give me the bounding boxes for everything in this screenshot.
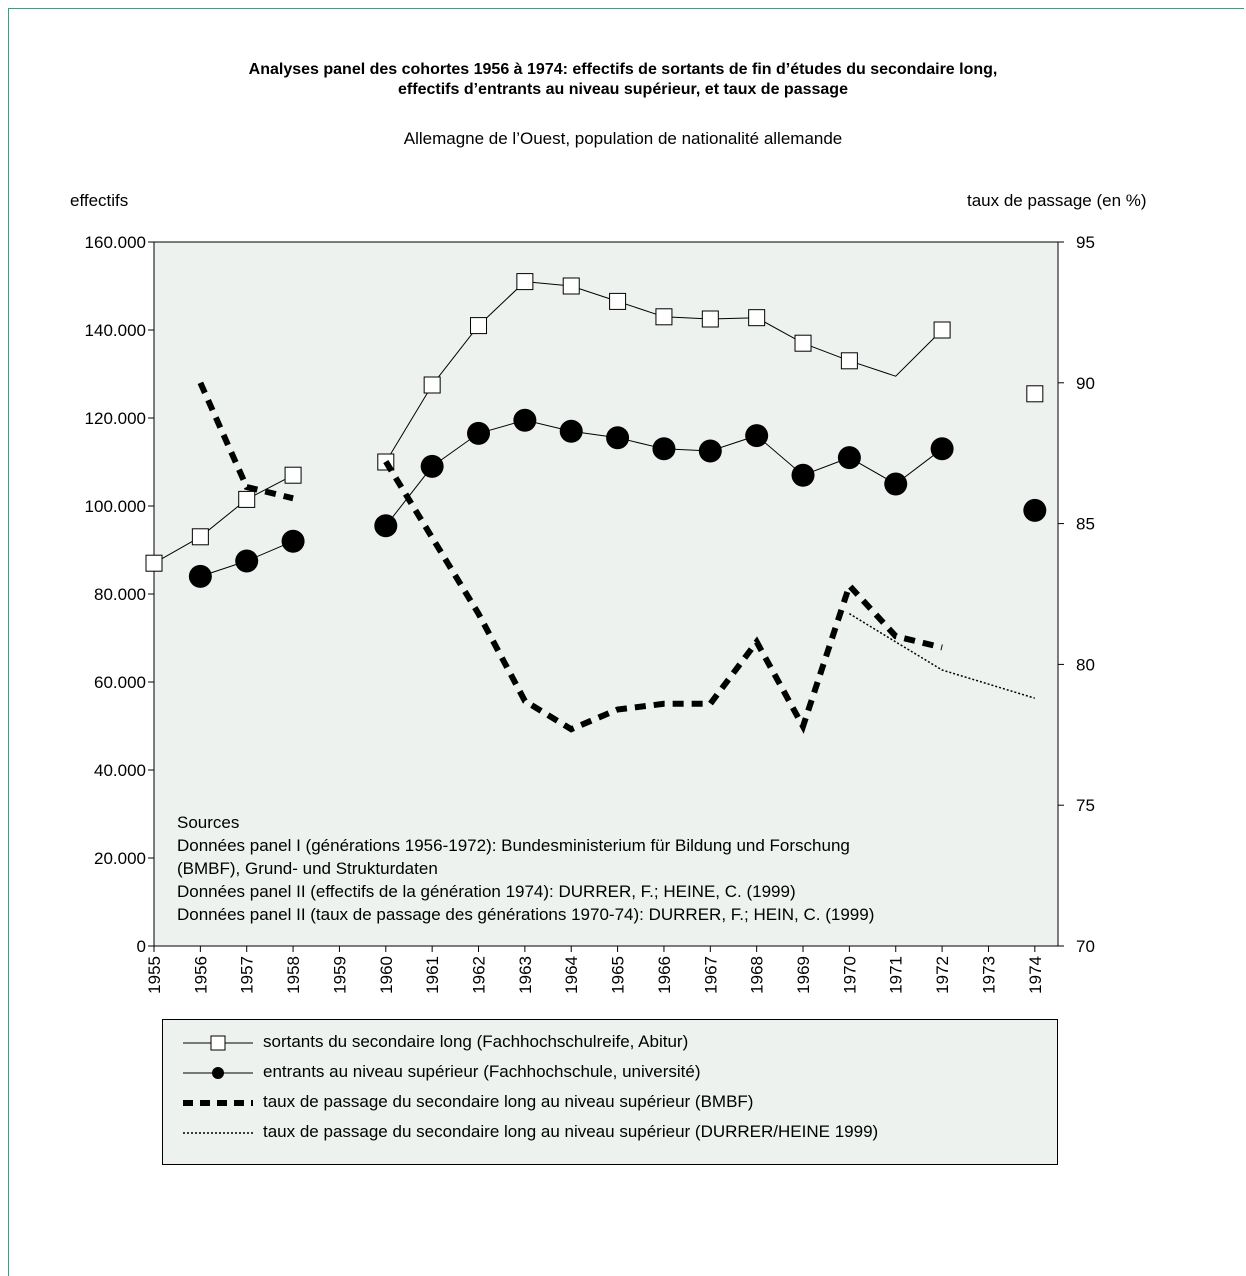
annotation-line: Sources	[177, 813, 239, 832]
figure-frame	[8, 8, 1244, 1276]
x-tick-label: 1970	[840, 956, 859, 994]
x-tick-label: 1974	[1026, 956, 1045, 994]
x-tick-label: 1965	[609, 956, 628, 994]
legend-label-sortants: sortants du secondaire long (Fachhochsch…	[263, 1032, 689, 1051]
x-tick-label: 1968	[748, 956, 767, 994]
legend-item-entrants: entrants au niveau supérieur (Fachhochsc…	[163, 1058, 1057, 1088]
marker-square	[655, 308, 673, 326]
plot-area	[153, 241, 1059, 947]
y-axis-label: effectifs	[70, 191, 129, 210]
x-tick-label: 1961	[423, 956, 442, 994]
y-tick-label: 120.000	[85, 409, 146, 428]
y2-tick-label: 80	[1076, 655, 1095, 674]
y-tick-label: 60.000	[94, 673, 146, 692]
marker-circle	[652, 437, 676, 461]
marker-square	[284, 466, 302, 484]
marker-circle	[606, 426, 630, 450]
marker-square	[238, 490, 256, 508]
marker-circle	[745, 424, 769, 448]
x-tick-label: 1956	[191, 956, 210, 994]
marker-square	[794, 334, 812, 352]
marker-circle	[791, 463, 815, 487]
chart-title: Analyses panel des cohortes 1956 à 1974:…	[248, 61, 998, 78]
y-tick-label: 80.000	[94, 585, 146, 604]
marker-circle	[1023, 498, 1047, 522]
x-tick-label: 1960	[377, 956, 396, 994]
legend-label-entrants: entrants au niveau supérieur (Fachhochsc…	[263, 1062, 701, 1081]
y-tick-label: 0	[137, 937, 146, 956]
x-tick-label: 1973	[979, 956, 998, 994]
marker-circle	[930, 437, 954, 461]
y2-tick-label: 70	[1076, 937, 1095, 956]
x-tick-label: 1955	[145, 956, 164, 994]
marker-circle	[559, 419, 583, 443]
y-tick-label: 20.000	[94, 849, 146, 868]
x-tick-label: 1957	[238, 956, 257, 994]
marker-square	[1026, 385, 1044, 403]
legend-swatch-dotted	[183, 1132, 253, 1134]
marker-circle	[420, 454, 444, 478]
marker-square	[516, 273, 534, 291]
series-line-2	[197, 381, 294, 502]
y-tick-label: 40.000	[94, 761, 146, 780]
x-tick-label: 1963	[516, 956, 535, 994]
marker-circle	[235, 549, 259, 573]
marker-circle	[698, 439, 722, 463]
marker-circle	[884, 472, 908, 496]
marker-circle	[281, 529, 305, 553]
x-tick-label: 1969	[794, 956, 813, 994]
marker-square	[470, 317, 488, 335]
legend: sortants du secondaire long (Fachhochsch…	[162, 1019, 1058, 1165]
marker-square	[609, 292, 627, 310]
marker-circle	[188, 564, 212, 588]
y2-tick-label: 90	[1076, 374, 1095, 393]
legend-item-sortants: sortants du secondaire long (Fachhochsch…	[163, 1028, 1057, 1058]
x-tick-label: 1971	[887, 956, 906, 994]
y2-tick-label: 85	[1076, 515, 1095, 534]
legend-item-taux-bmbf: taux de passage du secondaire long au ni…	[163, 1088, 1057, 1118]
marker-square	[701, 310, 719, 328]
legend-label-taux-bmbf: taux de passage du secondaire long au ni…	[263, 1092, 754, 1111]
x-tick-label: 1964	[562, 956, 581, 994]
marker-square	[191, 528, 209, 546]
marker-square	[145, 554, 163, 572]
legend-item-taux-durrer: taux de passage du secondaire long au ni…	[163, 1118, 1057, 1148]
x-tick-label: 1966	[655, 956, 674, 994]
x-tick-label: 1959	[330, 956, 349, 994]
marker-circle	[513, 408, 537, 432]
marker-square	[933, 321, 951, 339]
marker-circle	[467, 421, 491, 445]
legend-label-taux-durrer: taux de passage du secondaire long au ni…	[263, 1122, 879, 1141]
chart-svg: Sources Données panel I (générations 1956…	[85, 233, 1095, 994]
series-line-3	[849, 613, 1036, 699]
series-line-0	[153, 474, 294, 564]
x-tick-label: 1972	[933, 956, 952, 994]
y2-tick-label: 95	[1076, 233, 1095, 252]
y-tick-label: 140.000	[85, 321, 146, 340]
x-tick-label: 1958	[284, 956, 303, 994]
y2-axis-label: taux de passage (en %)	[967, 191, 1147, 210]
legend-swatch-circle	[183, 1067, 253, 1079]
x-tick-label: 1967	[701, 956, 720, 994]
marker-circle	[374, 514, 398, 538]
series-line-2	[383, 460, 943, 734]
y2-tick-label: 75	[1076, 796, 1095, 815]
chart-subtitle: Allemagne de l’Ouest, population de nati…	[403, 129, 843, 148]
annotation-line: Données panel II (taux de passage des gé…	[177, 905, 874, 924]
y-tick-label: 160.000	[85, 233, 146, 252]
marker-square	[423, 376, 441, 394]
marker-square	[840, 352, 858, 370]
chart-title-line2: effectifs d’entrants au niveau supérieur…	[398, 81, 848, 98]
legend-swatch-dashed	[183, 1100, 253, 1106]
annotation-line: Données panel II (effectifs de la généra…	[177, 882, 796, 901]
y-tick-label: 100.000	[85, 497, 146, 516]
marker-square	[562, 277, 580, 295]
x-tick-label: 1962	[470, 956, 489, 994]
marker-square	[748, 309, 766, 327]
legend-swatch-square	[183, 1035, 253, 1051]
annotation-line: (BMBF), Grund- und Strukturdaten	[177, 859, 438, 878]
marker-circle	[837, 446, 861, 470]
annotation-line: Données panel I (générations 1956-1972):…	[177, 836, 850, 855]
